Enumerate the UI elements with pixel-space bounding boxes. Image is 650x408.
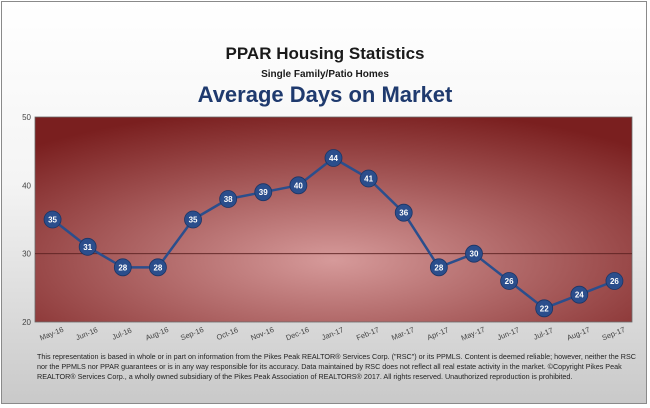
data-label: 28 (434, 263, 443, 272)
x-tick-label: Aug-17 (565, 325, 591, 342)
data-point: 36 (394, 203, 413, 222)
data-marker (113, 258, 132, 277)
y-tick-label: 50 (22, 113, 31, 122)
x-tick-label: Jun-17 (496, 325, 521, 342)
data-label: 31 (83, 243, 92, 252)
data-marker (184, 210, 202, 229)
chart-title: Average Days on Market (197, 82, 453, 107)
data-label: 30 (470, 250, 479, 259)
footnote: This representation is based in whole or… (37, 352, 636, 381)
data-marker (359, 169, 378, 188)
y-tick-label: 30 (22, 250, 31, 259)
data-marker (429, 258, 448, 277)
data-point: 38 (219, 190, 238, 208)
x-tick-label: Jun-16 (74, 325, 99, 342)
data-marker (535, 299, 554, 318)
data-point: 41 (359, 169, 378, 188)
x-tick-label: Nov-16 (249, 325, 275, 342)
data-point: 44 (324, 149, 343, 167)
data-marker (500, 272, 518, 290)
data-point: 26 (500, 272, 518, 290)
x-tick-label: Dec-16 (285, 325, 311, 342)
x-tick-label: Oct-16 (215, 325, 239, 342)
data-marker (289, 176, 308, 195)
data-point: 24 (570, 285, 589, 304)
x-tick-label: Apr-17 (426, 325, 450, 342)
y-tick-label: 20 (22, 318, 31, 327)
data-label: 35 (189, 216, 198, 225)
x-tick-label: May-16 (38, 325, 65, 343)
data-label: 39 (259, 188, 268, 197)
data-marker (43, 210, 62, 229)
data-label: 26 (610, 277, 619, 286)
data-point: 35 (184, 210, 202, 229)
data-label: 44 (329, 154, 338, 163)
data-marker (570, 285, 589, 304)
data-point: 30 (465, 244, 483, 263)
x-tick-label: Feb-17 (355, 325, 380, 342)
data-marker (78, 237, 97, 256)
data-label: 38 (224, 195, 233, 204)
data-label: 28 (153, 263, 162, 272)
data-marker (394, 203, 413, 222)
x-tick-label: Aug-16 (144, 325, 170, 342)
page-title: PPAR Housing Statistics (225, 44, 425, 63)
x-tick-label: Mar-17 (390, 325, 415, 342)
x-tick-label: Sep-16 (179, 325, 205, 342)
data-marker (605, 272, 624, 290)
data-point: 31 (78, 237, 97, 256)
x-axis: May-16 Jun-16 Jul-16 Aug-16 Sep-16 Oct-16 Nov-… (38, 325, 626, 343)
data-label: 26 (505, 277, 514, 286)
x-tick-label: Jan-17 (320, 325, 345, 342)
plot-area (34, 116, 633, 323)
data-label: 35 (48, 216, 57, 225)
page-subtitle: Single Family/Patio Homes (261, 69, 389, 80)
y-axis: 20 30 40 50 (22, 113, 31, 327)
data-label: 24 (575, 291, 584, 300)
data-marker (149, 258, 167, 277)
data-point: 26 (605, 272, 624, 290)
data-point: 28 (429, 258, 448, 277)
data-point: 28 (149, 258, 167, 277)
y-tick-label: 40 (22, 181, 31, 190)
data-marker (324, 149, 343, 167)
data-label: 22 (540, 304, 549, 313)
data-label: 40 (294, 181, 303, 190)
data-marker (219, 190, 238, 208)
data-point: 39 (254, 183, 273, 202)
data-label: 41 (364, 175, 373, 184)
data-point: 35 (43, 210, 62, 229)
x-tick-label: Sep-17 (601, 325, 627, 342)
data-point: 22 (535, 299, 554, 318)
data-points: 35 31 28 28 35 38 39 40 44 41 36 28 30 26 22 24 26 (43, 149, 624, 318)
data-point: 40 (289, 176, 308, 195)
data-label: 36 (399, 209, 408, 218)
x-tick-label: Jul-17 (532, 326, 554, 342)
data-marker (465, 244, 483, 263)
x-tick-label: May-17 (460, 325, 487, 343)
data-point: 28 (113, 258, 132, 277)
data-label: 28 (118, 263, 127, 272)
x-tick-label: Jul-16 (111, 326, 133, 342)
data-marker (254, 183, 273, 202)
